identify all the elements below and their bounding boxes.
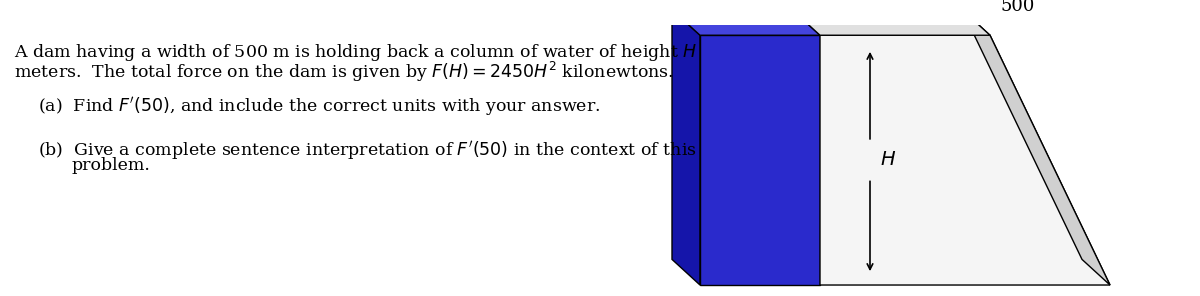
Polygon shape <box>672 9 820 35</box>
Polygon shape <box>792 9 990 35</box>
Text: (a)  Find $F'(50)$, and include the correct units with your answer.: (a) Find $F'(50)$, and include the corre… <box>38 95 600 118</box>
Polygon shape <box>672 9 700 285</box>
Polygon shape <box>962 9 1110 285</box>
Text: (b)  Give a complete sentence interpretation of $F'(50)$ in the context of this: (b) Give a complete sentence interpretat… <box>38 139 697 162</box>
Text: $H$: $H$ <box>880 151 896 169</box>
Text: A dam having a width of 500 m is holding back a column of water of height $H$: A dam having a width of 500 m is holding… <box>14 42 697 63</box>
Polygon shape <box>820 35 1110 285</box>
Text: meters.  The total force on the dam is given by $F(H) = 2450H^2$ kilonewtons.: meters. The total force on the dam is gi… <box>14 60 673 84</box>
Text: problem.: problem. <box>72 157 151 174</box>
Text: 500: 500 <box>1001 0 1036 15</box>
Polygon shape <box>700 35 820 285</box>
